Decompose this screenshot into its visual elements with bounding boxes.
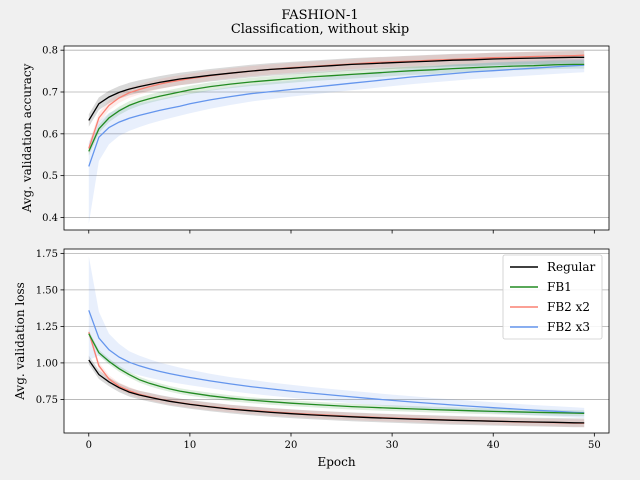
y-tick-label: 1.00 [36,358,58,369]
plot-content [88,256,585,428]
x-tick-label: 0 [86,440,92,451]
axes-frame [63,45,610,231]
series-line-regular [88,56,585,121]
figure-subtitle: Classification, without skip [231,22,409,37]
loss-panel: 0.75 1.00 1.25 1.50 1.75 0 10 20 30 40 50 Avg. vali… [13,248,610,469]
series-band-fb1 [88,60,585,156]
y-tick-label: 0.4 [42,213,58,224]
x-tick-label: 10 [184,440,197,451]
legend-box [502,254,603,340]
y-tick-label: 0.8 [42,46,58,57]
y-axis-label: Avg. validation accuracy [20,63,34,213]
series-band-regular [88,51,585,127]
series-line-fb1 [88,63,585,152]
figure-title: FASHION-1 [281,8,358,23]
plot-content [88,50,585,224]
axes-frame [63,248,610,434]
x-tick-label: 30 [386,440,399,451]
y-tick-label: 0.6 [42,129,58,140]
legend-entry: FB2 x2 [547,300,590,314]
series-band-fb2-x3 [88,256,585,418]
series-line-fb1 [88,333,585,414]
y-tick-label: 1.50 [36,285,58,296]
accuracy-panel: 0.4 0.5 0.6 0.7 0.8 Avg. validation accuracy [20,45,610,234]
plot-area [64,46,609,230]
series-line-fb2-x3 [88,64,585,167]
y-tick-label: 0.75 [36,395,58,406]
x-tick-label: 20 [285,440,298,451]
legend: Regular FB1 FB2 x2 FB2 x3 [502,254,603,340]
legend-entry: Regular [547,260,596,274]
x-tick-label: 50 [588,440,601,451]
y-tick-label: 0.7 [42,88,58,99]
series-band-fb1 [88,330,585,417]
series-line-fb2-x3 [88,310,585,414]
x-axis-label: Epoch [317,455,355,469]
series-line-regular [88,359,585,424]
legend-entry: FB2 x3 [547,320,590,334]
y-tick-label: 1.75 [36,249,58,260]
y-tick-label: 0.5 [42,171,58,182]
y-axis-label: Avg. validation loss [13,282,27,401]
y-tick-label: 1.25 [36,322,58,333]
legend-entry: FB1 [547,280,572,294]
series-band-regular [88,355,585,428]
x-tick-label: 40 [487,440,500,451]
